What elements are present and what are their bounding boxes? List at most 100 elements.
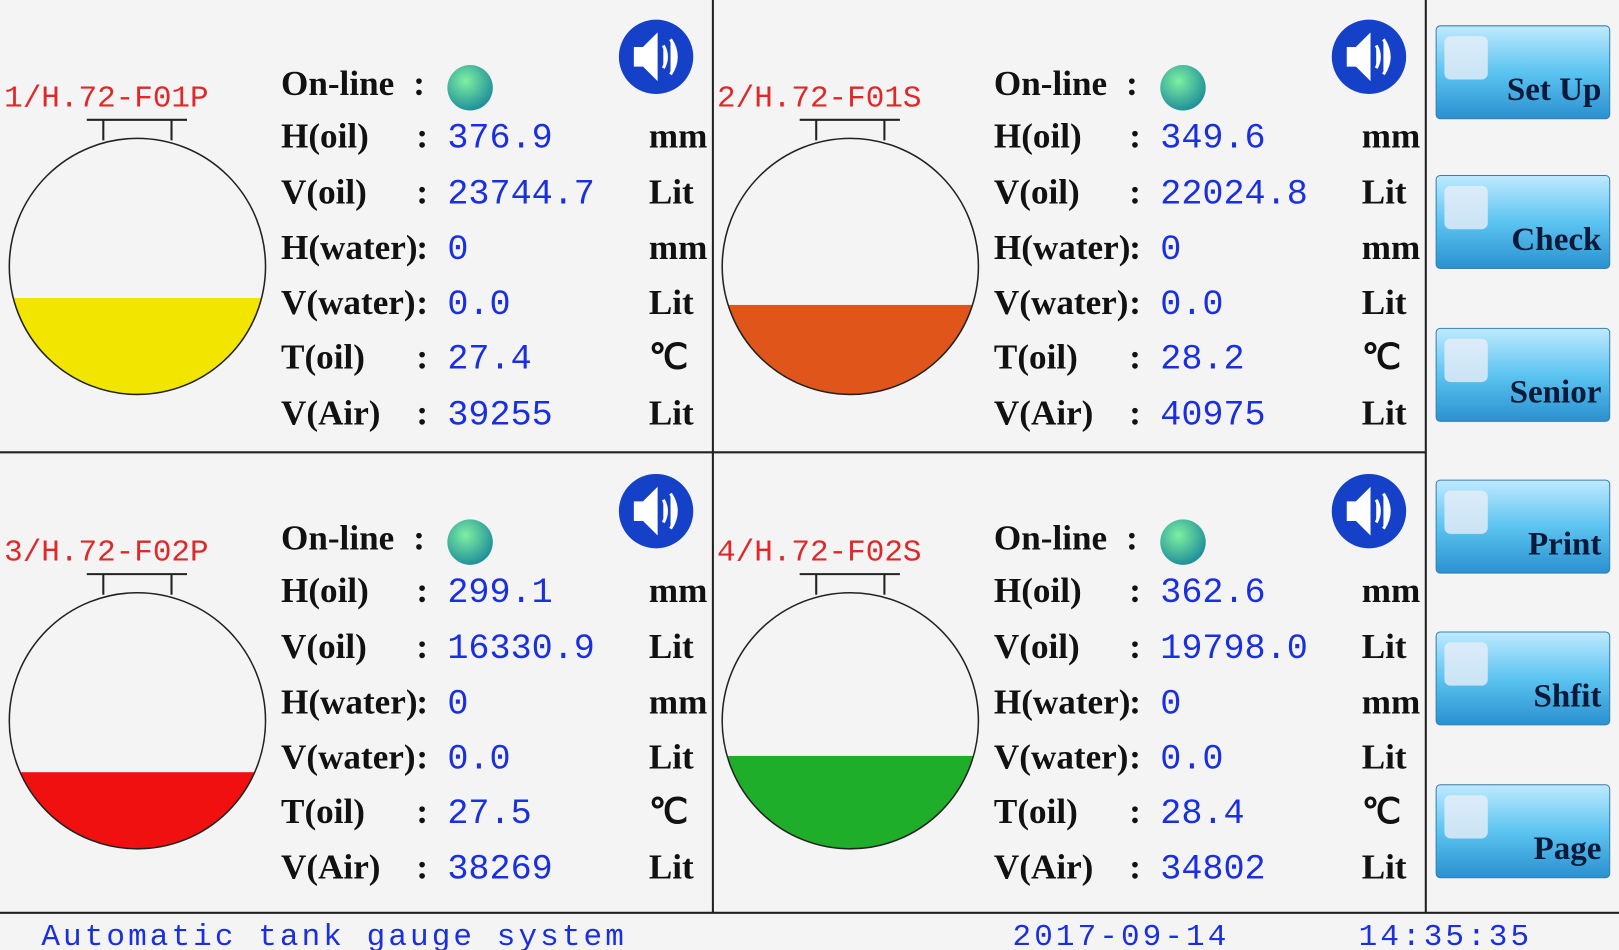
menu-button[interactable]: Check — [1435, 175, 1611, 269]
separator: : — [1129, 172, 1141, 211]
button-icon — [1444, 185, 1488, 230]
status-label: On-line — [994, 64, 1107, 103]
field-value: 28.4 — [1160, 794, 1244, 834]
button-label: Page — [1534, 831, 1602, 867]
field-label: H(water) — [281, 683, 418, 722]
separator: : — [1129, 283, 1141, 322]
online-led — [447, 65, 493, 111]
field-label: T(oil) — [281, 792, 365, 831]
separator: : — [1129, 848, 1141, 887]
field-value: 23744.7 — [447, 174, 595, 214]
field-label: V(water) — [994, 283, 1129, 322]
button-icon — [1444, 795, 1488, 839]
field-value: 34802 — [1160, 850, 1265, 890]
field-label: V(Air) — [994, 848, 1093, 887]
footer-title: Automatic tank gauge system — [41, 920, 627, 950]
menu-button[interactable]: Print — [1435, 479, 1611, 574]
speaker-icon — [633, 32, 678, 82]
separator: : — [413, 64, 425, 103]
tank-outline — [8, 591, 267, 850]
speaker-icon — [1346, 32, 1391, 82]
separator: : — [1129, 228, 1141, 267]
field-value: 16330.9 — [447, 629, 595, 669]
field-value: 0 — [447, 230, 468, 270]
field-label: V(water) — [281, 283, 416, 322]
separator: : — [1129, 737, 1141, 776]
tank-name: 4/H.72-F02S — [717, 536, 921, 571]
tank-name: 2/H.72-F01S — [717, 81, 921, 116]
online-led — [1160, 65, 1206, 111]
button-label: Set Up — [1507, 72, 1602, 108]
field-value: 27.4 — [447, 340, 531, 380]
field-label: V(Air) — [994, 393, 1093, 432]
footer-time: 14:35:35 — [1359, 920, 1533, 950]
field-unit: Lit — [649, 737, 694, 776]
tank-name: 1/H.72-F01P — [4, 81, 208, 116]
menu-button[interactable]: Page — [1435, 784, 1611, 879]
field-unit: Lit — [1362, 848, 1407, 887]
field-unit: Lit — [649, 848, 694, 887]
speaker-icon — [1346, 486, 1391, 536]
field-unit: Lit — [1362, 283, 1407, 322]
field-value: 0 — [447, 685, 468, 725]
separator: : — [1129, 393, 1141, 432]
tank-outline — [721, 591, 980, 850]
field-unit: mm — [649, 228, 708, 267]
field-label: V(oil) — [994, 172, 1080, 211]
separator: : — [1129, 117, 1141, 156]
separator: : — [1129, 627, 1141, 666]
separator: : — [416, 117, 428, 156]
separator: : — [416, 792, 428, 831]
field-unit: Lit — [649, 393, 694, 432]
field-unit: ℃ — [1362, 792, 1401, 831]
field-unit: mm — [649, 683, 708, 722]
field-label: H(water) — [994, 683, 1131, 722]
tank-outline — [721, 137, 980, 396]
button-label: Senior — [1510, 375, 1602, 411]
field-unit: Lit — [649, 172, 694, 211]
separator: : — [413, 518, 425, 557]
field-unit: Lit — [649, 627, 694, 666]
field-unit: mm — [649, 117, 708, 156]
field-unit: mm — [1362, 571, 1421, 610]
field-label: V(oil) — [281, 172, 367, 211]
separator: : — [416, 393, 428, 432]
field-value: 0 — [1160, 230, 1181, 270]
field-value: 299.1 — [447, 573, 552, 613]
separator: : — [1126, 518, 1138, 557]
field-value: 28.2 — [1160, 340, 1244, 380]
menu-button[interactable]: Set Up — [1435, 25, 1611, 120]
button-icon — [1444, 36, 1488, 80]
field-value: 38269 — [447, 850, 552, 890]
field-label: T(oil) — [994, 792, 1078, 831]
menu-button[interactable]: Senior — [1435, 327, 1611, 422]
field-value: 0.0 — [1160, 739, 1223, 779]
separator: : — [416, 283, 428, 322]
button-icon — [1444, 338, 1488, 383]
separator: : — [416, 848, 428, 887]
field-unit: Lit — [1362, 737, 1407, 776]
menu-button[interactable]: Shfit — [1435, 631, 1611, 726]
field-unit: mm — [649, 571, 708, 610]
separator: : — [1129, 571, 1141, 610]
field-value: 376.9 — [447, 119, 552, 159]
tank-neck — [799, 573, 900, 595]
field-value: 349.6 — [1160, 119, 1265, 159]
button-label: Shfit — [1533, 678, 1601, 714]
button-icon — [1444, 490, 1488, 534]
field-unit: mm — [1362, 117, 1421, 156]
field-unit: Lit — [1362, 393, 1407, 432]
separator: : — [1129, 338, 1141, 377]
field-value: 27.5 — [447, 794, 531, 834]
separator: : — [1129, 683, 1141, 722]
field-unit: ℃ — [649, 338, 688, 377]
field-value: 0 — [1160, 685, 1181, 725]
field-label: V(Air) — [281, 848, 380, 887]
tank-outline — [8, 137, 267, 396]
field-value: 362.6 — [1160, 573, 1265, 613]
tank-panel: 2/H.72-F01S On-line:H(oil):349.6 mmV(oil):… — [717, 19, 1421, 435]
field-unit: ℃ — [1362, 338, 1401, 377]
field-unit: mm — [1362, 228, 1421, 267]
field-label: H(oil) — [281, 571, 369, 610]
